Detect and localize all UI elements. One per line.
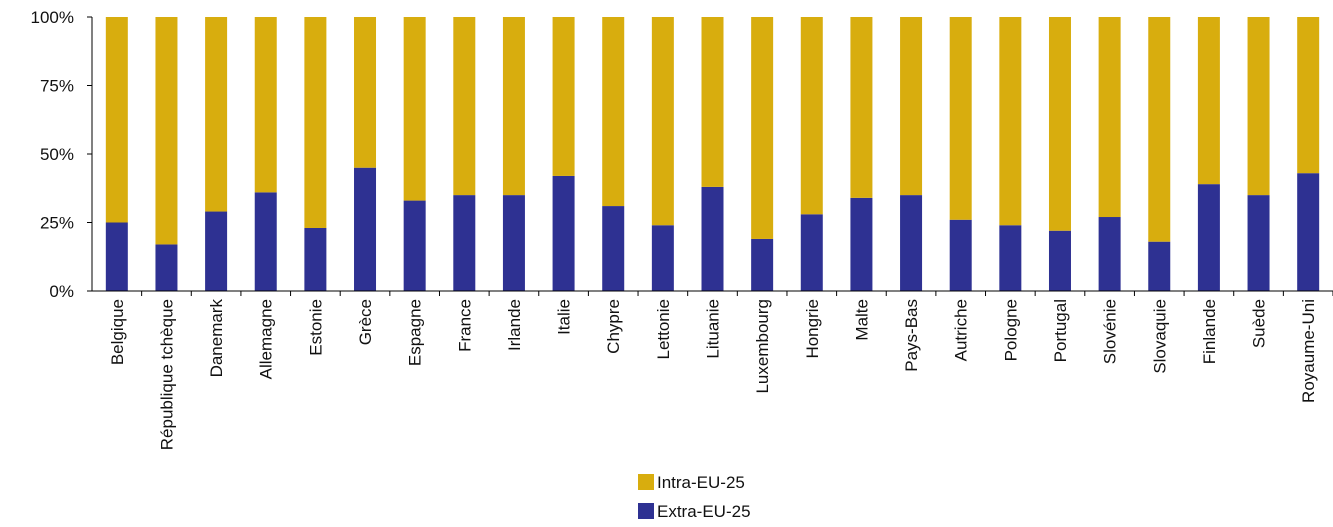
bar-extra-4	[304, 227, 327, 291]
x-tick-label: Autriche	[952, 299, 971, 361]
bar-intra-2	[205, 17, 228, 212]
bar-extra-13	[751, 238, 774, 291]
legend-swatch	[638, 474, 654, 490]
y-tick-label: 100%	[31, 8, 74, 27]
bar-extra-12	[701, 186, 724, 291]
x-tick-label: Pologne	[1001, 299, 1020, 361]
bar-extra-6	[403, 200, 426, 291]
bar-intra-23	[1247, 17, 1270, 196]
x-tick-label: Slovénie	[1101, 299, 1120, 364]
bar-intra-9	[552, 17, 575, 176]
bar-extra-1	[155, 244, 178, 291]
bar-intra-11	[651, 17, 674, 226]
x-tick-label: Luxembourg	[753, 299, 772, 394]
x-tick-label: Danemark	[207, 299, 226, 378]
legend-label: Extra-EU-25	[657, 502, 751, 521]
bar-intra-18	[999, 17, 1022, 226]
bar-intra-1	[155, 17, 178, 245]
bar-intra-13	[751, 17, 774, 239]
x-tick-label: Italie	[555, 299, 574, 335]
x-tick-label: Malte	[852, 299, 871, 341]
x-tick-label: Finlande	[1200, 299, 1219, 364]
bar-intra-19	[1048, 17, 1071, 231]
bar-extra-17	[949, 219, 972, 291]
x-tick-label: Allemagne	[257, 299, 276, 379]
bar-extra-23	[1247, 195, 1270, 291]
y-tick-label: 25%	[40, 214, 74, 233]
x-tick-label: Espagne	[406, 299, 425, 366]
bar-intra-4	[304, 17, 327, 228]
bar-intra-12	[701, 17, 724, 187]
bar-intra-15	[850, 17, 873, 198]
x-tick-label: Grèce	[356, 299, 375, 345]
x-tick-label: Irlande	[505, 299, 524, 351]
x-tick-label: France	[455, 299, 474, 352]
y-tick-label: 50%	[40, 145, 74, 164]
bar-extra-5	[354, 167, 377, 291]
bar-intra-21	[1148, 17, 1171, 242]
legend-label: Intra-EU-25	[657, 473, 745, 492]
x-tick-label: Slovaquie	[1150, 299, 1169, 374]
bar-extra-16	[900, 195, 923, 291]
bar-extra-20	[1098, 217, 1121, 291]
bar-extra-18	[999, 225, 1022, 291]
legend-swatch	[638, 503, 654, 519]
bar-intra-24	[1297, 17, 1320, 174]
x-tick-label: Royaume-Uni	[1299, 299, 1318, 403]
bar-extra-0	[105, 222, 128, 291]
bar-extra-21	[1148, 241, 1171, 291]
bar-extra-22	[1197, 184, 1220, 291]
x-tick-label: Lituanie	[704, 299, 723, 359]
bar-intra-16	[900, 17, 923, 196]
bar-extra-7	[453, 195, 476, 291]
x-tick-label: Lettonie	[654, 299, 673, 360]
bars-group	[105, 17, 1320, 291]
y-axis: 0% 25% 50% 75% 100%	[31, 8, 1333, 301]
bar-intra-5	[354, 17, 377, 168]
x-tick-label: Belgique	[108, 299, 127, 365]
bar-extra-8	[502, 195, 525, 291]
bar-intra-17	[949, 17, 972, 220]
x-tick-label: Pays-Bas	[902, 299, 921, 372]
bar-intra-14	[800, 17, 823, 215]
bar-extra-3	[254, 192, 277, 291]
x-tick-label: République tchèque	[157, 299, 176, 450]
bar-intra-7	[453, 17, 476, 196]
x-tick-label: Suède	[1250, 299, 1269, 348]
bar-extra-24	[1297, 173, 1320, 291]
x-tick-label: Estonie	[306, 299, 325, 356]
bar-extra-11	[651, 225, 674, 291]
bar-extra-14	[800, 214, 823, 291]
bar-intra-3	[254, 17, 277, 193]
bar-extra-9	[552, 175, 575, 291]
legend: Intra-EU-25 Extra-EU-25	[638, 473, 751, 521]
x-axis-labels: Belgique République tchèque Danemark Allema…	[108, 299, 1318, 451]
bar-intra-20	[1098, 17, 1121, 218]
y-tick-label: 75%	[40, 77, 74, 96]
x-tick-label: Chypre	[604, 299, 623, 354]
bar-intra-22	[1197, 17, 1220, 185]
bar-extra-19	[1048, 230, 1071, 291]
x-tick-label: Hongrie	[803, 299, 822, 359]
bar-intra-8	[502, 17, 525, 196]
bar-extra-15	[850, 197, 873, 291]
bar-extra-2	[205, 211, 228, 291]
bar-extra-10	[602, 206, 625, 291]
bar-intra-0	[105, 17, 128, 223]
bar-intra-6	[403, 17, 426, 201]
y-tick-label: 0%	[49, 282, 74, 301]
bar-intra-10	[602, 17, 625, 207]
x-tick-label: Portugal	[1051, 299, 1070, 362]
